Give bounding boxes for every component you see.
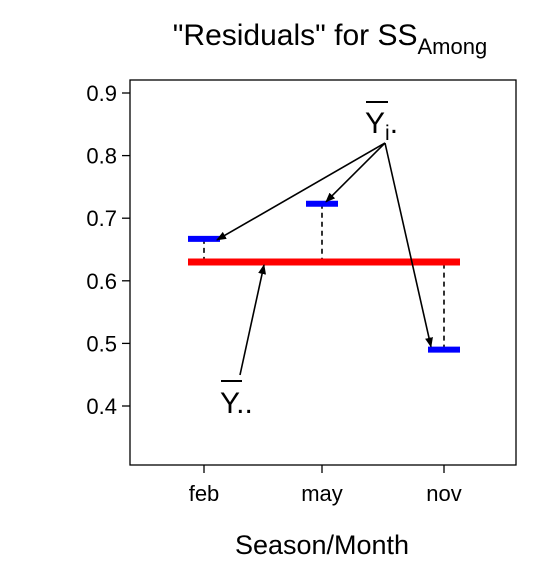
y-tick-label: 0.9	[86, 81, 117, 106]
group-mean-arrow	[325, 142, 386, 203]
y-tick-label: 0.6	[86, 269, 117, 294]
grand-mean-label-dots: ..	[236, 387, 253, 420]
grand-mean-label-main: Y	[220, 387, 240, 420]
y-tick-label: 0.5	[86, 331, 117, 356]
group-mean-arrow	[384, 142, 433, 348]
group-mean-label-sub: i	[385, 122, 390, 145]
annotation-arrows	[216, 142, 433, 376]
group-mean-label-dots: .	[390, 107, 398, 140]
group-mean-label: Yi.	[365, 101, 398, 145]
y-tick-label: 0.7	[86, 206, 117, 231]
x-tick-label: may	[301, 481, 343, 506]
grand-mean-arrow	[239, 264, 266, 376]
group-mean-arrow	[216, 142, 386, 241]
svg-text:Yi.: Yi.	[365, 107, 398, 145]
residual-lines	[203, 203, 445, 350]
y-tick-label: 0.8	[86, 144, 117, 169]
plot-frame	[129, 79, 517, 466]
group-means	[188, 200, 460, 353]
y-tick-label: 0.4	[86, 394, 117, 419]
x-axis: feb may nov	[189, 465, 462, 506]
chart-title-subscript: Among	[418, 34, 488, 59]
y-axis: 0.4 0.5 0.6 0.7 0.8 0.9	[86, 81, 130, 419]
x-tick-label: nov	[426, 481, 461, 506]
chart-title-main: "Residuals" for SS	[173, 19, 418, 52]
svg-text:Y..: Y..	[220, 387, 253, 420]
x-tick-label: feb	[189, 481, 220, 506]
grand-mean-label: Y..	[220, 380, 253, 420]
x-axis-label: Season/Month	[235, 530, 409, 560]
group-mean-label-main: Y	[365, 107, 385, 140]
chart-title: "Residuals" for SSAmong	[173, 19, 487, 59]
